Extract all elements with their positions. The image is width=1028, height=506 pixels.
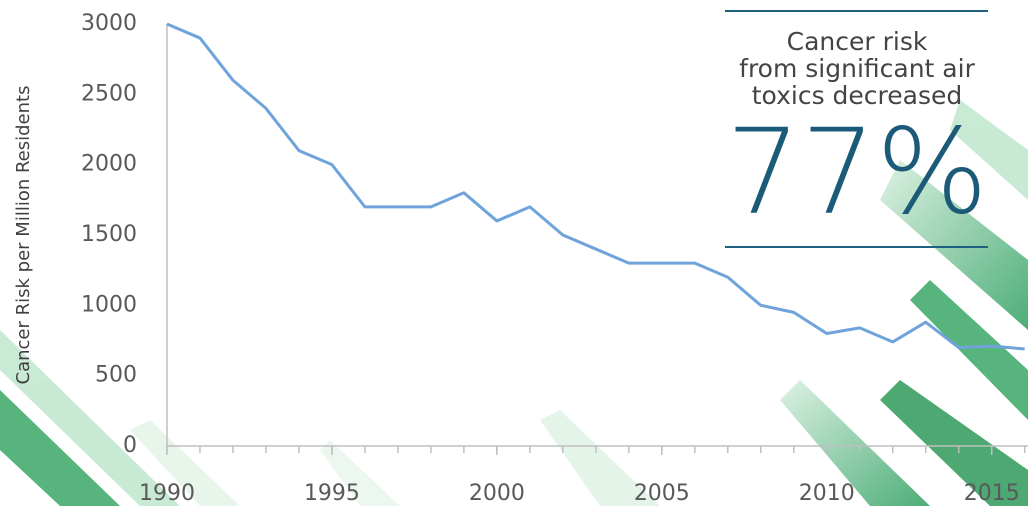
note-line: Cancer risk [787, 27, 928, 56]
x-tick-label: 2015 [964, 481, 1020, 506]
y-tick-label: 2500 [81, 81, 137, 106]
x-tick-label: 2010 [799, 481, 855, 506]
y-tick-label: 2000 [81, 152, 137, 177]
x-tick-label: 1995 [304, 481, 360, 506]
note-line: from significant air [739, 54, 975, 83]
x-tick-label: 1990 [139, 481, 195, 506]
note-line: toxics decreased [752, 81, 963, 110]
y-axis-label: Cancer Risk per Million Residents [13, 86, 34, 385]
y-tick-label: 3000 [81, 11, 137, 36]
data-line [166, 22, 1025, 351]
y-tick-label: 1500 [81, 222, 137, 247]
x-tick-label: 2005 [634, 481, 690, 506]
y-tick-label: 1000 [81, 292, 137, 317]
y-tick-label: 0 [123, 433, 137, 458]
highlight-number: 77% [726, 102, 988, 240]
y-tick-label: 500 [95, 363, 137, 388]
background-stripes [0, 100, 1028, 506]
x-tick-label: 2000 [469, 481, 525, 506]
